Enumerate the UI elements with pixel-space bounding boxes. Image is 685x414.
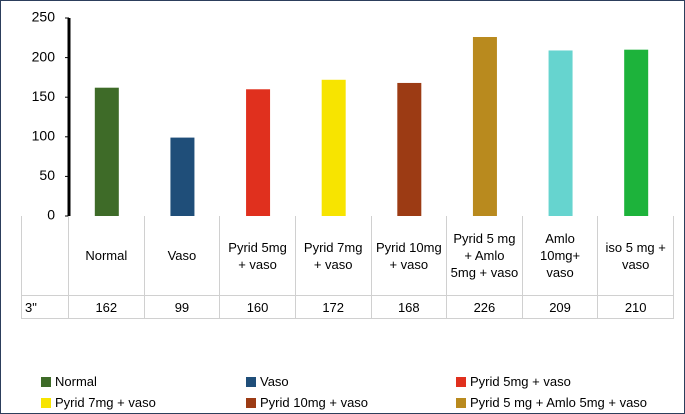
value-cell: 99 [144,296,221,319]
category-label: Pyrid 5 mg + Amlo 5mg + vaso [447,216,523,296]
value-cell: 162 [69,296,145,319]
row-label: 3" [21,296,69,319]
legend-label: Pyrid 5mg + vaso [470,374,571,389]
legend-entry: Pyrid 7mg + vaso [41,395,156,410]
legend-swatch [246,376,256,387]
legend-swatch [246,397,256,408]
category-label: Pyrid 5mg + vaso [220,216,296,296]
legend-swatch [456,376,466,387]
bar [472,37,497,217]
category-label: Normal [69,216,145,296]
legend-label: Pyrid 10mg + vaso [260,395,369,410]
value-cell: 160 [220,296,296,319]
legend-swatch [456,397,466,408]
legend-entry: Normal [41,374,97,389]
category-label: Pyrid 10mg + vaso [371,216,448,296]
y-tick-label: 250 [32,9,56,25]
legend-entry: Pyrid 5 mg + Amlo 5mg + vaso [456,395,647,410]
value-cell: 210 [598,296,674,319]
table-corner [21,216,69,296]
legend-label: Normal [55,374,97,389]
value-cell: 168 [371,296,448,319]
y-tick-label: 50 [39,167,55,183]
legend-swatch [41,397,51,408]
y-tick-label: 0 [47,207,55,223]
legend-entry: Vaso [246,374,289,389]
category-label: Pyrid 7mg + vaso [295,216,372,296]
value-cell: 226 [447,296,523,319]
legend-label: Pyrid 5 mg + Amlo 5mg + vaso [470,395,648,410]
category-label: iso 5 mg + vaso [598,216,674,296]
legend-label: Pyrid 7mg + vaso [55,395,156,410]
bar [321,79,346,216]
value-cell: 209 [522,296,599,319]
y-tick-label: 100 [32,128,56,144]
legend-entry: Pyrid 5mg + vaso [456,374,571,389]
bar [94,87,119,216]
value-cell: 172 [295,296,372,319]
bar [246,89,271,216]
bar [548,50,573,216]
bar [397,82,422,216]
y-tick-label: 150 [32,88,56,104]
legend-swatch [41,376,51,387]
y-tick-label: 200 [32,48,56,64]
category-label: Vaso [144,216,221,296]
legend-entry: Pyrid 10mg + vaso [246,395,368,410]
bar [624,49,649,217]
legend-label: Vaso [260,374,289,389]
bar [170,137,195,216]
category-label: Amlo 10mg+ vaso [522,216,599,296]
